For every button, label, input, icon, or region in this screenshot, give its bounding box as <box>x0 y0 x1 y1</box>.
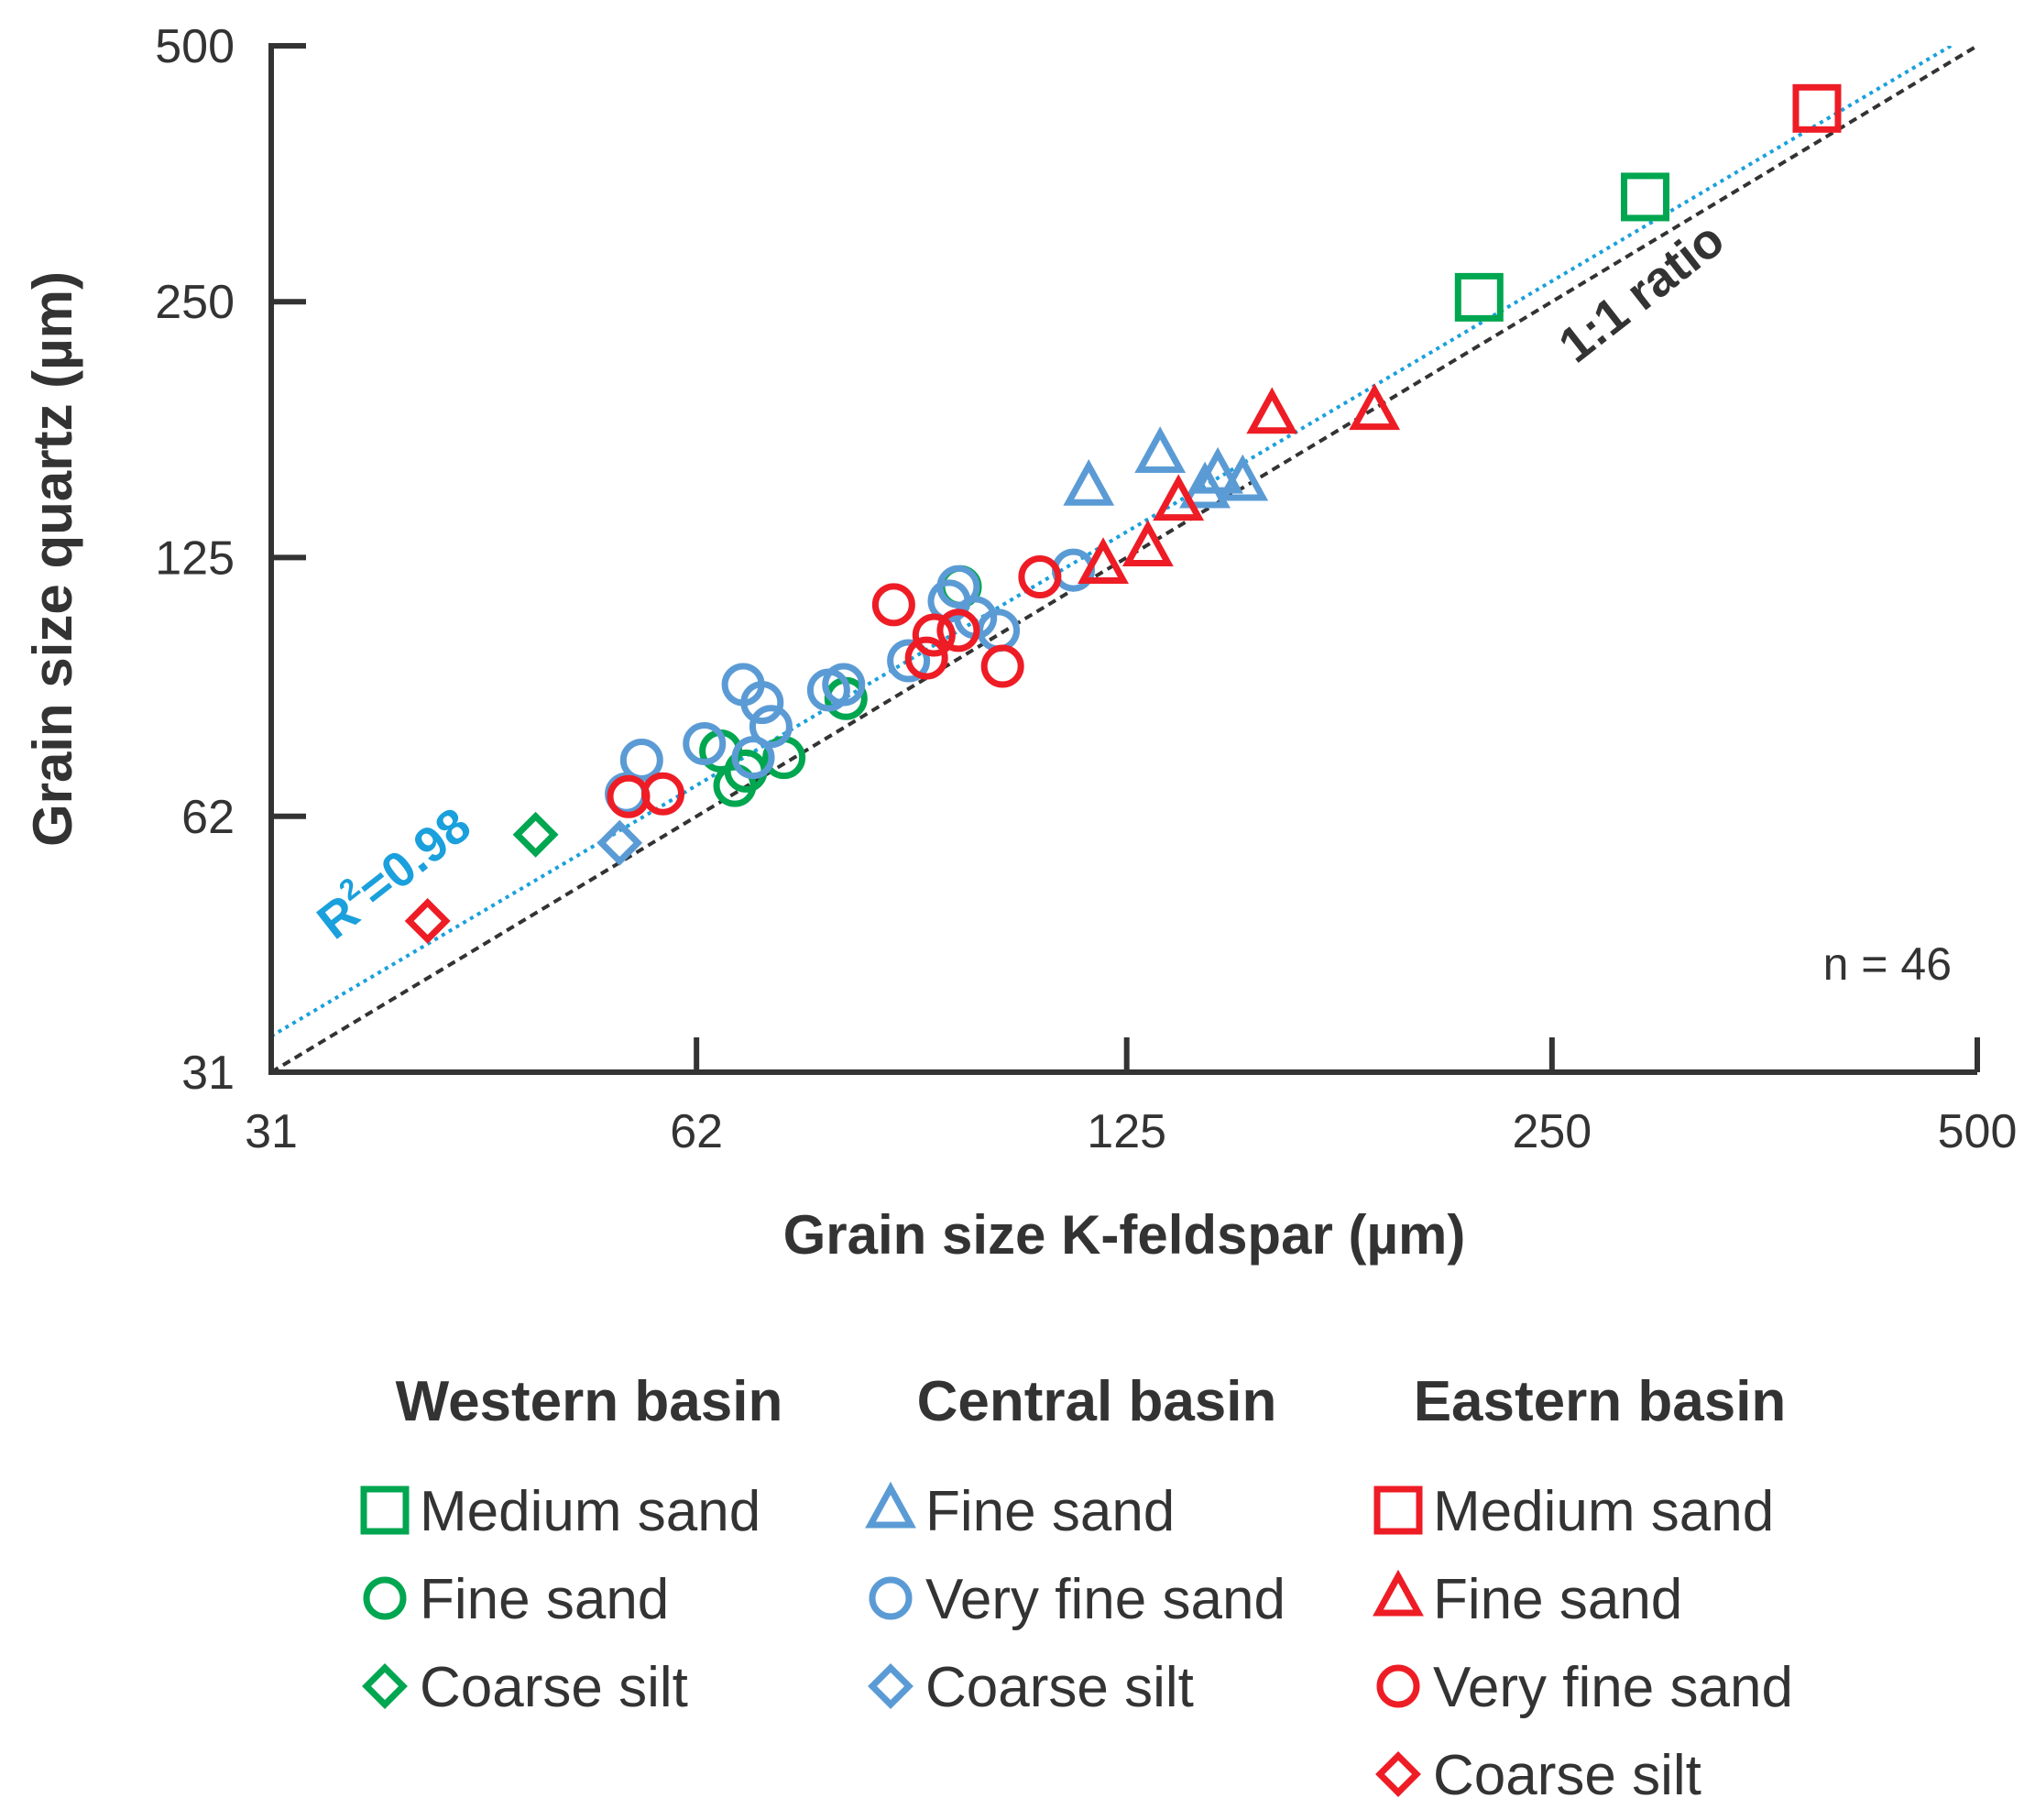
legend-label: Fine sand <box>1433 1568 1682 1631</box>
data-point-circle <box>936 565 980 608</box>
data-point-circle <box>904 636 948 680</box>
legend-label: Coarse silt <box>420 1656 688 1719</box>
x-tick-label: 125 <box>1087 1105 1166 1158</box>
data-point-triangle <box>1078 537 1129 585</box>
legend-label: Very fine sand <box>1433 1656 1793 1719</box>
legend-heading: Western basin <box>396 1370 783 1433</box>
x-tick-label: 31 <box>245 1105 298 1158</box>
legend-marker-diamond <box>1375 1751 1421 1797</box>
data-point-circle <box>936 608 980 652</box>
data-point-circle <box>871 583 915 627</box>
regression-label: R2=0.98 <box>304 794 480 949</box>
legend-label: Coarse silt <box>1433 1744 1701 1807</box>
data-point-triangle <box>1192 446 1243 494</box>
data-point-circle <box>641 772 685 816</box>
data-point-circle <box>731 736 775 780</box>
legend-label: Coarse silt <box>925 1656 1194 1719</box>
legend-marker-diamond <box>362 1663 408 1709</box>
legend-heading: Eastern basin <box>1414 1370 1787 1433</box>
legend-marker-circle <box>1376 1664 1420 1708</box>
data-point-circle <box>887 639 931 683</box>
legend-label: Medium sand <box>1433 1480 1774 1543</box>
data-point-square <box>1454 272 1504 322</box>
y-tick-label: 31 <box>181 1047 235 1100</box>
data-point-diamond <box>596 819 643 866</box>
data-point-circle <box>619 738 663 782</box>
data-point-circle <box>822 663 866 707</box>
legend-marker-circle <box>363 1576 407 1620</box>
data-point-circle <box>683 721 727 765</box>
data-point-circle <box>912 613 956 657</box>
y-axis-title: Grain size quartz (µm) <box>22 271 83 847</box>
data-point-circle <box>749 705 793 749</box>
legend-heading: Central basin <box>917 1370 1277 1433</box>
data-point-diamond <box>512 811 559 858</box>
data-point-triangle <box>1217 454 1269 501</box>
data-point-square <box>1792 83 1842 133</box>
regression-line <box>271 46 1953 1038</box>
regression-value: =0.98 <box>348 797 481 917</box>
data-point-diamond <box>404 898 451 944</box>
one-to-one-label: 1:1 ratio <box>1548 212 1734 374</box>
data-point-circle <box>1018 555 1062 599</box>
legend-marker-square <box>360 1486 410 1535</box>
x-tick-label: 500 <box>1938 1105 2018 1158</box>
data-point-circle <box>980 644 1024 688</box>
legend-label: Fine sand <box>420 1568 669 1631</box>
legend-marker-triangle <box>1373 1569 1424 1617</box>
y-tick-label: 500 <box>155 20 235 73</box>
legend-marker-circle <box>869 1576 913 1620</box>
sample-count: n = 46 <box>1823 938 1952 990</box>
data-point-triangle <box>1134 426 1187 474</box>
legend-label: Medium sand <box>420 1480 760 1543</box>
x-tick-label: 250 <box>1512 1105 1592 1158</box>
legend-label: Very fine sand <box>925 1568 1286 1631</box>
legend-label: Fine sand <box>925 1480 1175 1543</box>
data-point-triangle <box>1246 387 1298 434</box>
y-tick-label: 62 <box>181 791 235 844</box>
data-point-triangle <box>1063 459 1115 506</box>
data-point-circle <box>740 681 784 725</box>
legend-marker-triangle <box>865 1481 916 1529</box>
one-to-one-line <box>271 46 1977 1072</box>
y-tick-label: 250 <box>155 276 235 329</box>
legend-marker-diamond <box>868 1663 914 1709</box>
data-point-triangle <box>1121 520 1174 567</box>
data-point-triangle <box>1179 461 1231 509</box>
x-axis-title: Grain size K-feldspar (µm) <box>783 1204 1466 1266</box>
y-tick-label: 125 <box>155 532 235 585</box>
data-point-triangle <box>1153 474 1205 521</box>
legend-marker-square <box>1373 1486 1423 1535</box>
data-point-triangle <box>1349 383 1401 431</box>
x-tick-label: 62 <box>670 1105 723 1158</box>
data-point-square <box>1621 172 1670 222</box>
